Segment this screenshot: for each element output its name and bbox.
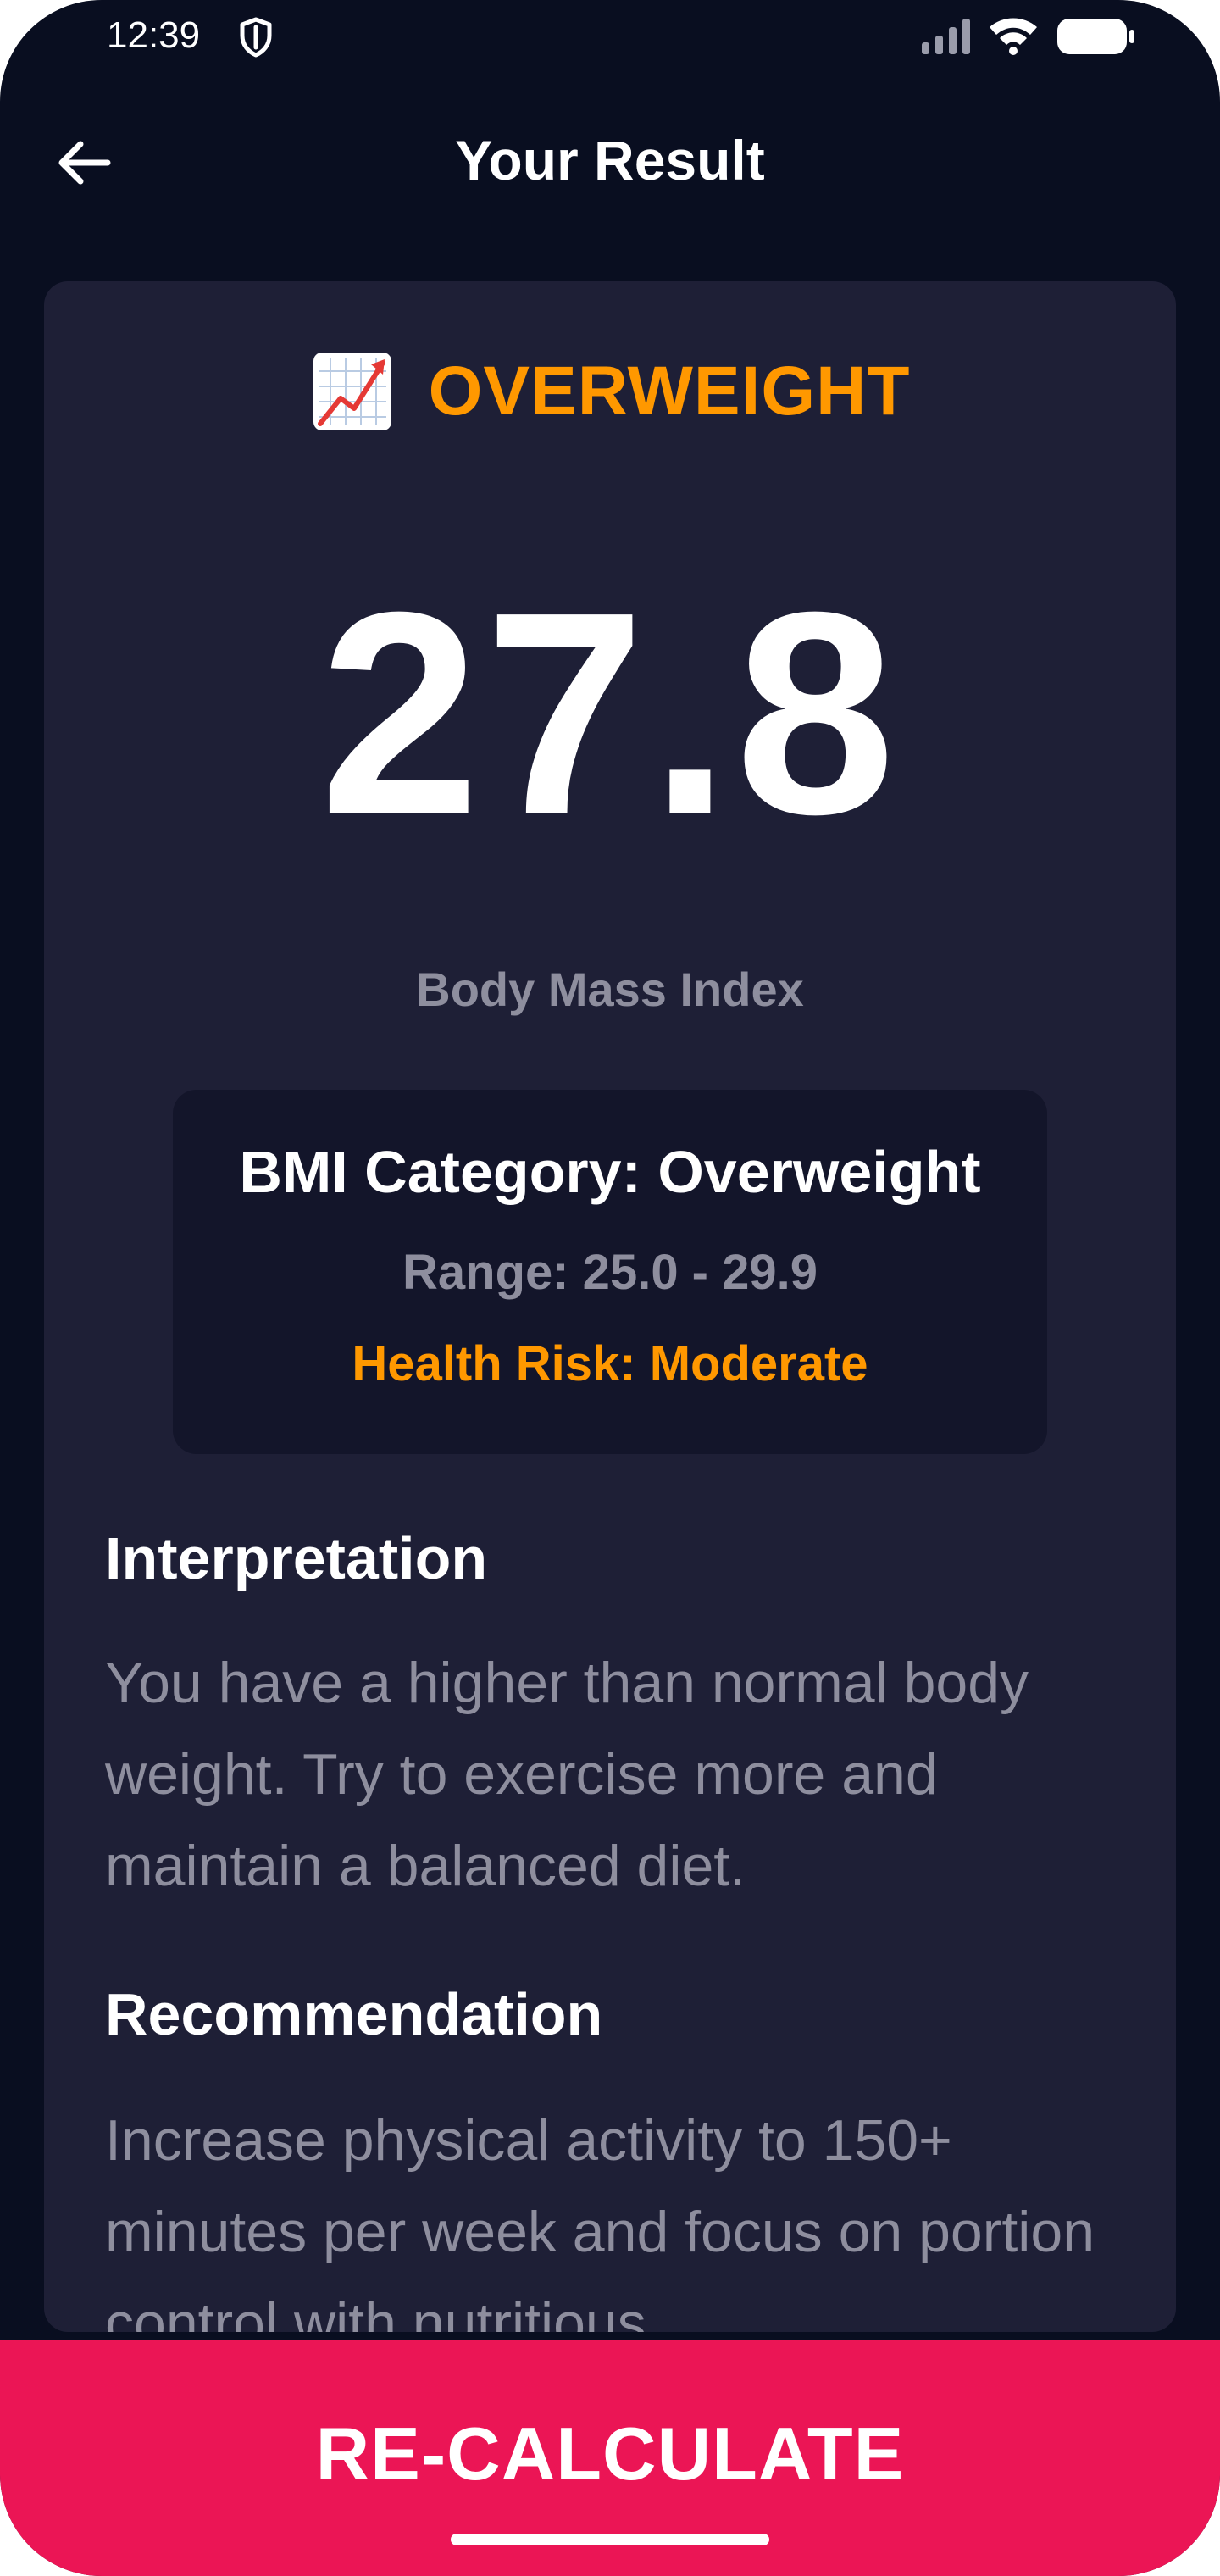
chart-increasing-icon — [313, 353, 391, 430]
status-time: 12:39 — [107, 14, 201, 56]
signal-icon — [922, 19, 970, 54]
battery-icon — [1057, 19, 1134, 54]
app-header: Your Result — [0, 102, 1220, 212]
recommendation-heading: Recommendation — [105, 1981, 603, 2047]
recommendation-text: Increase physical activity to 150+ minut… — [105, 2108, 1095, 2332]
interpretation-text: You have a higher than normal body weigh… — [105, 1651, 1029, 1898]
bmi-category-box: BMI Category: Overweight Range: 25.0 - 2… — [173, 1090, 1047, 1454]
status-heading: OVERWEIGHT — [44, 349, 1176, 434]
interpretation-heading: Interpretation — [105, 1525, 488, 1591]
recalculate-label: RE-CALCULATE — [315, 2412, 905, 2496]
home-indicator — [451, 2534, 769, 2545]
wifi-icon — [990, 18, 1037, 55]
arrow-left-icon — [58, 141, 111, 185]
shield-icon — [240, 17, 272, 58]
bmi-label: Body Mass Index — [416, 963, 804, 1016]
health-risk: Health Risk: Moderate — [352, 1336, 868, 1391]
bmi-category-range: Range: 25.0 - 29.9 — [402, 1245, 818, 1300]
status-bar: 12:39 — [0, 0, 1220, 76]
result-card: OVERWEIGHT 27.8 Body Mass Index BMI Cate… — [44, 281, 1176, 2332]
back-button[interactable] — [47, 127, 119, 198]
bmi-category-title: BMI Category: Overweight — [239, 1139, 981, 1205]
page-title: Your Result — [455, 129, 765, 192]
bmi-status: OVERWEIGHT — [428, 353, 911, 430]
bmi-value: 27.8 — [319, 552, 901, 874]
